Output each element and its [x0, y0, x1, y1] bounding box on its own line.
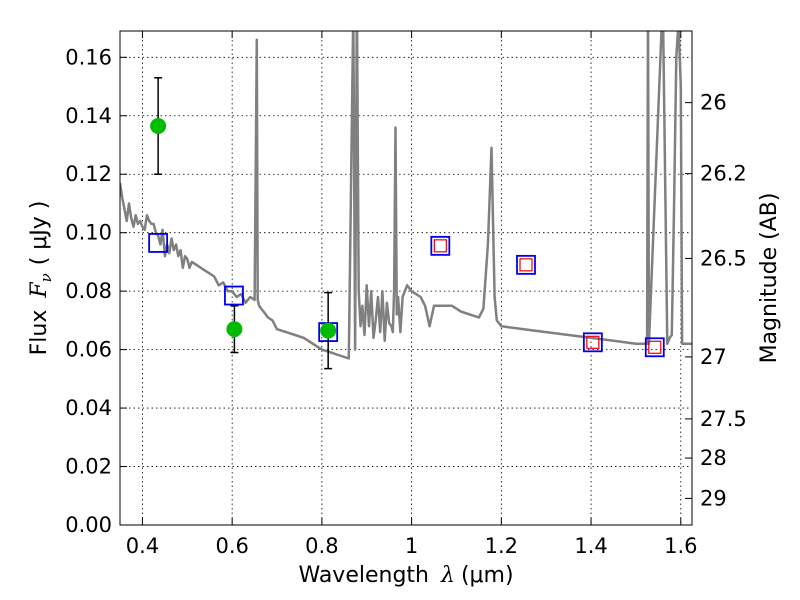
x-tick-label: 1.4 [574, 534, 607, 558]
y-tick-label: 0.00 [65, 513, 112, 537]
red-square-marker [586, 335, 600, 349]
x-axis-label: Wavelength λ (μm) [298, 563, 513, 588]
x-tick-label: 0.4 [126, 534, 159, 558]
blue-square-marker [516, 254, 536, 275]
x-tick-label: 1.6 [664, 534, 697, 558]
y2-tick-label: 26.2 [700, 162, 747, 186]
model-spectrum-layer [120, 31, 692, 360]
y-tick-label: 0.04 [65, 396, 112, 420]
x-axis: 0.4 0.6 0.8 1 1.2 1.4 1.6 [126, 31, 697, 558]
y-tick-label: 0.14 [65, 104, 112, 128]
x-tick-label: 0.8 [305, 534, 338, 558]
red-square-marker [648, 340, 662, 354]
blue-square-marker [224, 285, 244, 306]
y2-tick-label: 27 [700, 345, 727, 369]
data-points-layer [148, 77, 665, 370]
y-axis-label: FluxFν( μJy ) [27, 201, 55, 356]
y2-tick-label: 29 [700, 486, 727, 510]
y-tick-label: 0.10 [65, 221, 112, 245]
model-spectrum-line [120, 31, 692, 360]
observed-flux-point [226, 321, 243, 338]
y-tick-label: 0.16 [65, 45, 112, 69]
red-square-marker [519, 258, 533, 272]
observed-flux-point [320, 322, 337, 339]
y-axis: 0.00 0.02 0.04 0.06 0.08 0.10 0.12 0.14 0.16 [65, 45, 127, 537]
y2-tick-label: 27.5 [700, 407, 747, 431]
y2-tick-label: 28 [700, 446, 727, 470]
plot-frame [119, 30, 693, 526]
y2-tick-label: 26.5 [700, 246, 747, 270]
x-tick-label: 1.2 [485, 534, 518, 558]
x-tick-label: 0.6 [215, 534, 248, 558]
blue-square-marker [644, 337, 665, 358]
y2-tick-label: 26 [700, 91, 727, 115]
y-tick-label: 0.02 [65, 455, 112, 479]
blue-square-marker [430, 235, 451, 256]
red-square-marker [433, 239, 447, 253]
y-tick-label: 0.08 [65, 279, 112, 303]
y2-axis: 26 26.2 26.5 27 27.5 28 29 [685, 91, 747, 510]
y2-axis-label: Magnitude (AB) [757, 193, 782, 364]
x-tick-label: 1 [405, 534, 418, 558]
blue-square-marker [582, 332, 603, 353]
y-tick-label: 0.06 [65, 338, 112, 362]
blue-square-marker [148, 233, 169, 253]
observed-flux-point [150, 118, 167, 134]
grid-lines [120, 31, 692, 526]
y-tick-label: 0.12 [65, 162, 112, 186]
